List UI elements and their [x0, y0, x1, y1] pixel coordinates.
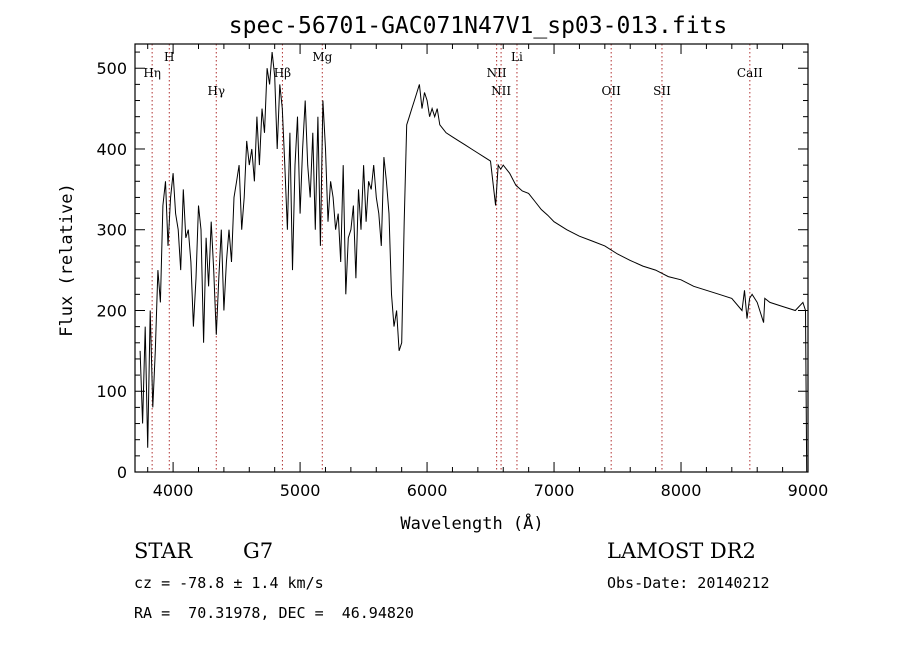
line-marker-label: Hβ	[274, 66, 291, 80]
coordinates-readout: RA = 70.31978, DEC = 46.94820	[134, 604, 414, 622]
y-tick-label: 200	[96, 301, 127, 320]
x-tick-label: 9000	[788, 481, 829, 500]
y-tick-label: 0	[117, 463, 127, 482]
object-class: STAR	[134, 539, 193, 563]
spectrum-line	[139, 52, 808, 473]
y-tick-label: 400	[96, 140, 127, 159]
survey-name: LAMOST DR2	[607, 539, 756, 563]
y-axis-label: Flux (relative)	[57, 183, 77, 337]
x-tick-label: 5000	[280, 481, 321, 500]
plot-frame	[134, 43, 809, 473]
line-marker-label: NII	[491, 84, 511, 98]
line-marker-label: NII	[487, 66, 507, 80]
object-subclass: G7	[243, 539, 274, 563]
velocity-readout: cz = -78.8 ± 1.4 km/s	[134, 574, 324, 592]
x-tick-label: 7000	[534, 481, 575, 500]
line-marker-label: Hη	[143, 66, 161, 80]
line-markers: HηH Hγ Hβ Mg NII NII Li OII SII CaII	[143, 44, 763, 472]
line-marker-label: H	[164, 50, 174, 64]
line-marker-label: Mg	[312, 50, 332, 64]
line-marker-label: SII	[653, 84, 671, 98]
line-marker-label: Li	[511, 50, 523, 64]
x-tick-label: 8000	[661, 481, 702, 500]
line-marker-label: OII	[602, 84, 622, 98]
chart-title: spec-56701-GAC071N47V1_sp03-013.fits	[229, 13, 728, 39]
x-tick-label: 4000	[153, 481, 194, 500]
line-marker-label: CaII	[737, 66, 763, 80]
y-tick-label: 300	[96, 221, 127, 240]
y-tick-label: 500	[96, 59, 127, 78]
line-marker-label: Hγ	[207, 84, 225, 98]
y-tick-label: 100	[96, 382, 127, 401]
axis-ticks: 4000 5000 6000 7000 8000 9000 0 100 200 300 400 500	[96, 44, 828, 500]
x-tick-label: 6000	[407, 481, 448, 500]
observation-date: Obs-Date: 20140212	[607, 574, 770, 592]
x-axis-label: Wavelength (Å)	[400, 512, 543, 534]
